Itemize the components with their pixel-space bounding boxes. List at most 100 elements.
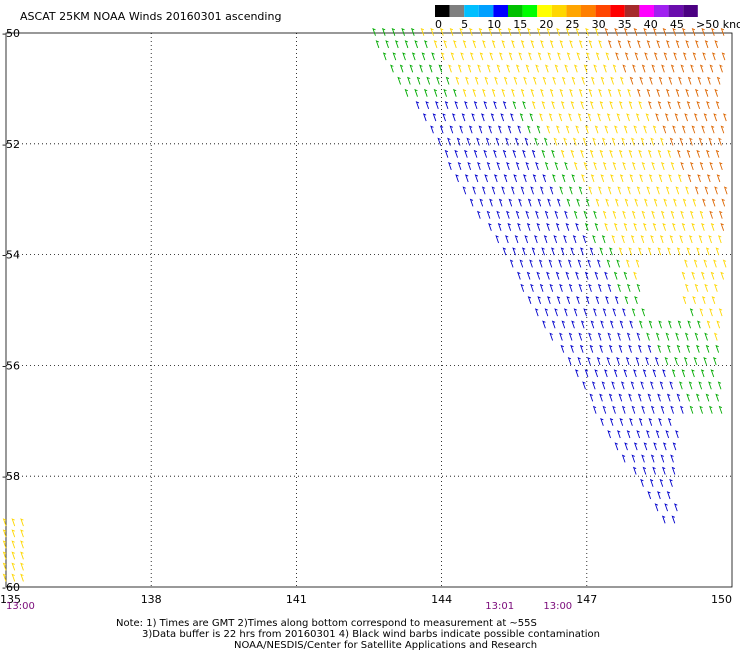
- wind-barb: [581, 76, 585, 85]
- wind-barb: [548, 259, 553, 268]
- wind-barb: [719, 64, 723, 73]
- wind-barb: [679, 137, 684, 146]
- wind-barb: [682, 27, 686, 36]
- wind-barb: [466, 137, 471, 146]
- wind-barb: [605, 296, 609, 305]
- wind-barb: [512, 101, 517, 110]
- wind-barb: [563, 235, 567, 244]
- wind-barb: [699, 162, 704, 170]
- legend-swatch: [551, 5, 567, 17]
- wind-barb: [382, 52, 387, 61]
- wind-barb: [664, 113, 669, 122]
- wind-barb: [650, 381, 654, 390]
- wind-barb: [548, 113, 553, 122]
- wind-barb: [680, 162, 685, 170]
- wind-barb: [710, 125, 715, 134]
- wind-barb: [612, 64, 617, 73]
- wind-barb: [544, 308, 549, 317]
- wind-barb: [622, 162, 626, 170]
- wind-barb: [428, 64, 433, 73]
- wind-barb: [572, 235, 577, 244]
- wind-barb: [662, 125, 667, 134]
- wind-barb: [543, 137, 548, 146]
- wind-barb: [598, 186, 602, 195]
- wind-barb: [505, 235, 509, 244]
- wind-barb: [519, 259, 524, 268]
- wind-barb: [573, 162, 578, 170]
- wind-barb: [545, 64, 549, 73]
- wind-barb: [433, 40, 438, 49]
- wind-barb: [563, 137, 567, 146]
- wind-barb: [699, 210, 704, 219]
- wind-barb: [507, 222, 512, 231]
- wind-barb: [459, 27, 464, 36]
- legend-label: 0: [435, 18, 442, 31]
- wind-barb: [541, 247, 545, 256]
- wind-barb: [549, 40, 554, 49]
- wind-barb: [520, 40, 525, 49]
- wind-speed-legend: 0 5 10 15 20 25 30 35 40 45 >50 knots: [435, 5, 740, 31]
- wind-barb: [643, 27, 647, 36]
- wind-barb: [604, 125, 609, 134]
- wind-barb: [648, 320, 653, 329]
- wind-barb: [576, 198, 580, 207]
- wind-barb: [642, 466, 647, 475]
- wind-barb: [517, 271, 521, 280]
- wind-barb: [542, 174, 547, 183]
- wind-barb: [660, 210, 665, 219]
- wind-barb: [2, 573, 7, 582]
- wind-barb: [515, 210, 520, 219]
- wind-barb: [674, 113, 679, 122]
- wind-barb: [609, 101, 613, 110]
- wind-barb: [626, 332, 631, 341]
- wind-barb: [565, 222, 570, 231]
- wind-barb: [566, 198, 571, 207]
- wind-barb: [659, 478, 664, 487]
- wind-barb: [657, 344, 661, 353]
- wind-barb: [627, 88, 631, 97]
- wind-barb: [510, 113, 514, 122]
- wind-barb: [592, 405, 597, 414]
- wind-barb: [621, 235, 625, 244]
- wind-barb: [661, 162, 665, 170]
- wind-barb: [559, 283, 563, 292]
- wind-barb: [612, 308, 617, 317]
- wind-barb: [666, 40, 670, 49]
- wind-barb: [718, 405, 723, 414]
- wind-barb: [505, 137, 509, 146]
- wind-barb: [714, 40, 719, 49]
- wind-barb: [638, 320, 643, 329]
- wind-barb: [626, 430, 631, 439]
- wind-barb: [720, 27, 725, 36]
- legend-swatch: [639, 5, 654, 17]
- wind-barb: [616, 259, 620, 268]
- legend-swatch: [683, 5, 698, 17]
- wind-barb: [674, 503, 678, 512]
- wind-barb: [650, 405, 655, 414]
- wind-barb: [479, 52, 484, 61]
- wind-barb: [662, 27, 667, 36]
- wind-barb: [691, 222, 696, 231]
- wind-barb: [645, 357, 649, 365]
- wind-barb: [664, 503, 668, 512]
- wind-barb: [647, 491, 652, 500]
- wind-barb: [468, 125, 473, 134]
- wind-barb: [464, 101, 468, 110]
- wind-barb: [534, 235, 538, 244]
- wind-barb: [627, 40, 631, 49]
- wind-barb: [571, 174, 576, 183]
- wind-barb: [705, 247, 710, 256]
- wind-barb: [646, 332, 650, 341]
- longitude-labels: 135 138 141 144 147 150: [0, 593, 732, 606]
- wind-barb: [657, 247, 662, 256]
- wind-barb: [659, 235, 664, 244]
- wind-barb: [613, 271, 618, 280]
- wind-barb: [631, 162, 636, 170]
- wind-barb: [554, 162, 559, 170]
- wind-barb: [701, 222, 705, 231]
- wind-barb: [477, 64, 481, 73]
- wind-barb: [720, 125, 725, 134]
- wind-barb: [640, 235, 645, 244]
- wind-barb: [456, 137, 461, 146]
- wind-barb: [488, 222, 492, 231]
